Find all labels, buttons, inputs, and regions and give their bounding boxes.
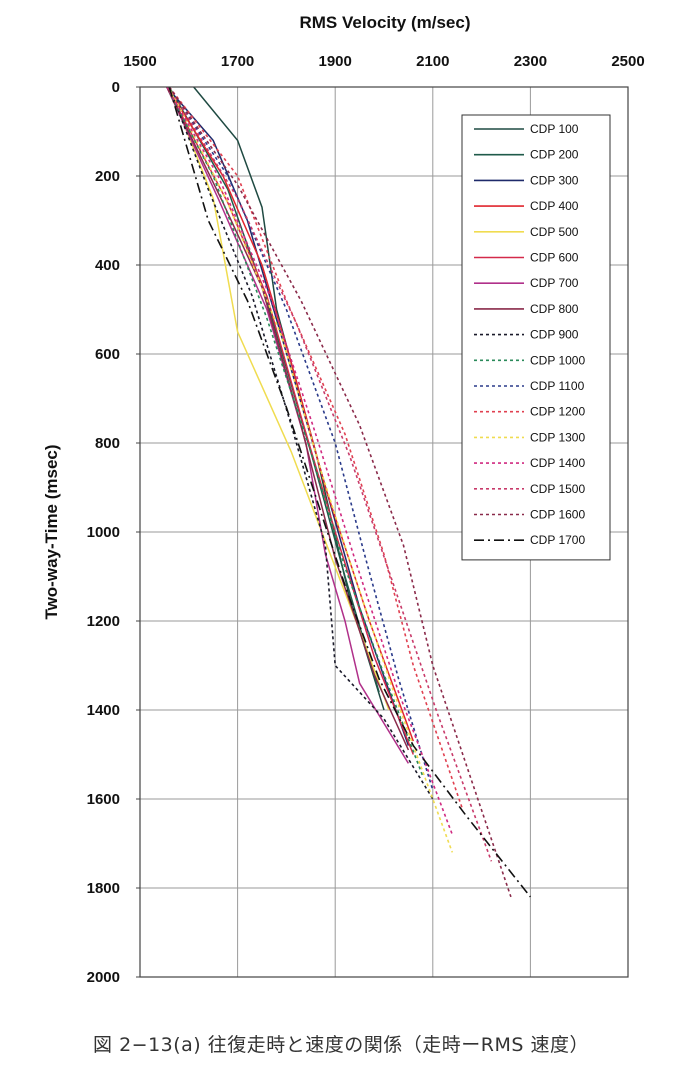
y-tick-label: 1000 (87, 524, 120, 541)
series-line-cdp-1500 (168, 86, 493, 862)
y-tick-label: 1800 (87, 880, 120, 897)
legend-label: CDP 700 (530, 276, 579, 290)
legend-label: CDP 500 (530, 225, 579, 239)
y-axis-title: Two-way-Time (msec) (42, 444, 61, 619)
legend-label: CDP 1600 (530, 508, 585, 522)
x-tick-label: 2500 (611, 53, 644, 70)
figure-caption: 図 2−13(a) 往復走時と速度の関係（走時ーRMS 速度） (93, 1034, 589, 1056)
legend-label: CDP 600 (530, 251, 579, 265)
x-tick-label: 2100 (416, 53, 449, 70)
series-layer (166, 86, 532, 898)
legend-label: CDP 400 (530, 199, 579, 213)
legend-label: CDP 100 (530, 122, 579, 136)
series-line-cdp-1400 (166, 86, 454, 835)
series-line-cdp-200 (168, 86, 380, 693)
legend-label: CDP 1400 (530, 456, 585, 470)
y-tick-label: 200 (95, 168, 120, 185)
legend-label: CDP 1200 (530, 405, 585, 419)
y-tick-label: 1200 (87, 613, 120, 630)
y-tick-label: 0 (112, 79, 120, 96)
rms-velocity-chart: 1500 1700 1900 2100 2300 2500 0 200 400 600 800 100… (42, 13, 645, 986)
x-tick-label: 1700 (221, 53, 254, 70)
x-tick-label: 2300 (514, 53, 547, 70)
y-tick-label: 600 (95, 346, 120, 363)
series-line-cdp-600 (166, 86, 414, 755)
series-line-cdp-1700 (168, 86, 532, 898)
x-tick-label: 1500 (123, 53, 156, 70)
legend-label: CDP 1000 (530, 353, 585, 367)
x-axis-title: RMS Velocity (m/sec) (299, 13, 470, 32)
legend-label: CDP 1700 (530, 533, 585, 547)
y-tick-label: 2000 (87, 969, 120, 986)
legend-label: CDP 200 (530, 148, 579, 162)
series-line-cdp-900 (168, 86, 434, 800)
legend-label: CDP 800 (530, 302, 579, 316)
y-tick-label: 400 (95, 257, 120, 274)
x-tick-label: 1900 (319, 53, 352, 70)
series-line-cdp-700 (166, 86, 410, 764)
legend-label: CDP 300 (530, 173, 579, 187)
legend-label: CDP 1100 (530, 379, 585, 393)
legend-label: CDP 900 (530, 328, 579, 342)
y-tick-label: 800 (95, 435, 120, 452)
y-tick-label: 1600 (87, 791, 120, 808)
legend-label: CDP 1500 (530, 482, 585, 496)
series-line-cdp-300 (166, 86, 410, 746)
series-line-cdp-1100 (168, 86, 434, 791)
axes: 1500 1700 1900 2100 2300 2500 0 200 400 600 800 100… (87, 53, 645, 986)
series-line-cdp-1600 (168, 86, 512, 898)
y-tick-label: 1400 (87, 702, 120, 719)
legend-label: CDP 1300 (530, 430, 585, 444)
legend-box (461, 114, 611, 561)
legend: CDP 100 CDP 200 CDP 300 CDP 400 CDP 500 CDP 6… (461, 114, 611, 561)
series-line-cdp-1200 (168, 86, 463, 809)
